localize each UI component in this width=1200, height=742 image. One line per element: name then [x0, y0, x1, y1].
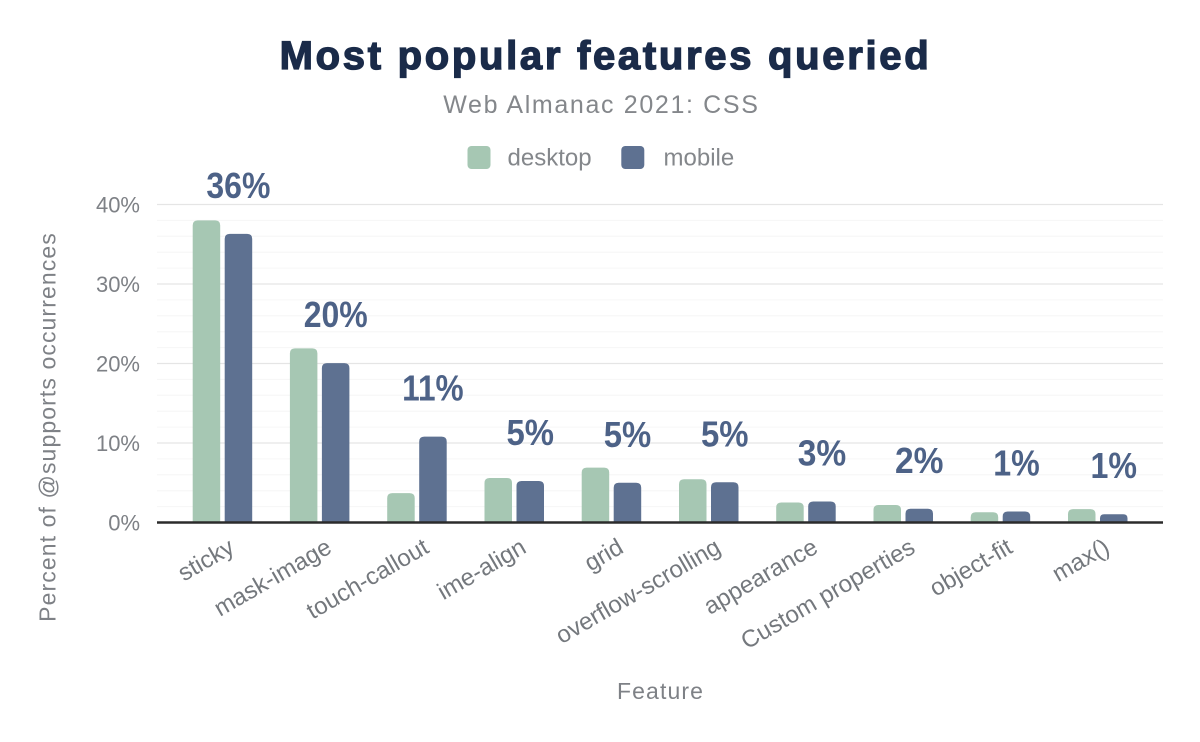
- svg-text:2%: 2%: [895, 440, 944, 481]
- svg-text:40%: 40%: [96, 193, 140, 218]
- svg-text:10%: 10%: [96, 431, 140, 456]
- svg-text:30%: 30%: [96, 272, 140, 297]
- svg-text:36%: 36%: [206, 165, 270, 206]
- svg-text:Most popular features queried: Most popular features queried: [280, 34, 932, 78]
- svg-text:0%: 0%: [108, 511, 140, 536]
- svg-text:Feature: Feature: [617, 678, 704, 704]
- svg-text:20%: 20%: [96, 352, 140, 377]
- svg-text:1%: 1%: [993, 443, 1040, 484]
- svg-text:mobile: mobile: [664, 145, 735, 172]
- svg-text:Web Almanac 2021: CSS: Web Almanac 2021: CSS: [443, 91, 759, 119]
- svg-text:1%: 1%: [1090, 445, 1137, 486]
- svg-text:20%: 20%: [304, 294, 368, 335]
- svg-text:Percent of @supports occurrenc: Percent of @supports occurrences: [35, 232, 61, 622]
- svg-text:3%: 3%: [798, 433, 847, 474]
- svg-text:5%: 5%: [506, 412, 554, 453]
- svg-text:5%: 5%: [701, 413, 749, 454]
- svg-text:11%: 11%: [402, 368, 464, 409]
- svg-text:desktop: desktop: [508, 145, 592, 172]
- svg-text:5%: 5%: [604, 414, 652, 455]
